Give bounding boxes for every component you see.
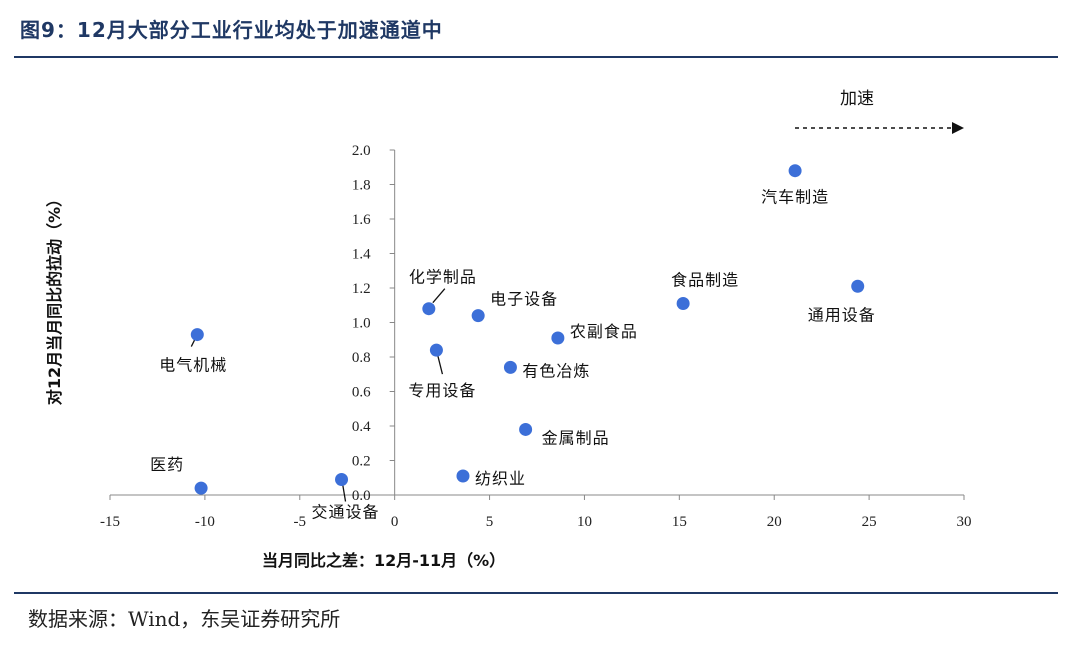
x-tick-label: -5	[294, 514, 307, 530]
y-tick-label: 0.2	[352, 454, 371, 470]
data-point-label: 金属制品	[542, 428, 610, 447]
y-tick-label: 1.6	[352, 212, 371, 228]
data-point-label: 有色冶炼	[522, 361, 590, 380]
data-point	[788, 164, 802, 178]
data-point	[551, 331, 565, 345]
x-tick-label: 20	[767, 514, 782, 530]
data-point-label: 交通设备	[312, 502, 380, 521]
data-point-label: 通用设备	[808, 305, 876, 324]
data-point	[190, 328, 204, 342]
x-tick-label: 25	[862, 514, 877, 530]
data-point	[519, 422, 533, 436]
y-tick-label: 0.0	[352, 488, 371, 504]
data-point-label: 纺织业	[475, 469, 526, 488]
data-point-label: 电气机械	[159, 356, 227, 375]
data-point	[335, 472, 349, 486]
x-tick-label: -10	[195, 514, 215, 530]
data-point-label: 农副食品	[570, 322, 638, 341]
y-tick-label: 1.2	[352, 281, 371, 297]
label-leader-line	[432, 288, 446, 304]
x-tick-label: -15	[100, 514, 120, 530]
y-tick-label: 2.0	[352, 143, 371, 159]
x-tick-label: 30	[957, 514, 972, 530]
y-tick-label: 0.4	[352, 419, 371, 435]
data-point-label: 医药	[150, 455, 184, 474]
x-tick-label: 0	[391, 514, 399, 530]
y-tick-label: 0.8	[352, 350, 371, 366]
bottom-divider	[14, 592, 1058, 594]
data-point	[194, 481, 208, 495]
data-point-label: 汽车制造	[761, 188, 829, 207]
data-point	[851, 279, 865, 293]
acceleration-label: 加速	[840, 89, 874, 109]
data-point-label: 专用设备	[408, 381, 476, 400]
data-point	[422, 302, 436, 316]
x-tick-label: 15	[672, 514, 687, 530]
label-leader-line	[436, 353, 444, 375]
x-axis-title: 当月同比之差：12月-11月（%）	[262, 551, 505, 570]
data-point-label: 化学制品	[409, 268, 477, 287]
x-tick-label: 10	[577, 514, 592, 530]
scatter-chart: -15 -10 -5 0 5 10 15 20 25 30 0.0 0.2 0.4 0.6 0.8 1.0 1.…	[45, 89, 972, 570]
y-tick-label: 0.6	[352, 385, 371, 401]
data-point-label: 电子设备	[490, 290, 558, 309]
y-tick-label: 1.4	[352, 247, 371, 263]
y-tick-label: 1.8	[352, 178, 371, 194]
label-leader-line	[341, 483, 347, 502]
x-tick-label: 5	[486, 514, 494, 530]
source-note: 数据来源：Wind，东吴证券研究所	[28, 607, 341, 631]
data-point	[503, 360, 517, 374]
data-point	[471, 309, 485, 323]
data-point	[429, 343, 443, 357]
y-tick-label: 1.0	[352, 316, 371, 332]
y-axis-title: 对12月当月同比的拉动（%）	[45, 191, 64, 405]
data-point	[676, 297, 690, 311]
data-point	[456, 469, 470, 483]
data-point-label: 食品制造	[671, 271, 739, 290]
top-divider	[14, 56, 1058, 58]
figure-title: 图9：12月大部分工业行业均处于加速通道中	[20, 18, 443, 42]
